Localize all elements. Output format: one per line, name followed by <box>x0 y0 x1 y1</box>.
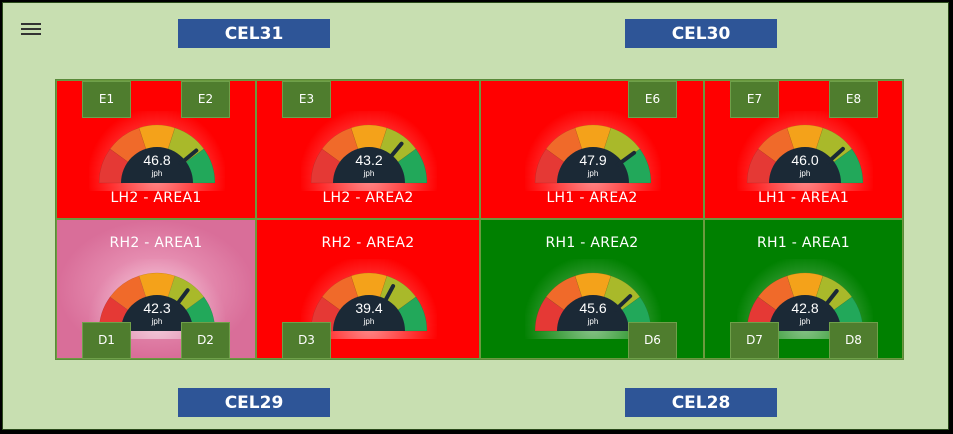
gauge-dial <box>768 147 841 183</box>
area-label: LH2 - AREA1 <box>110 190 202 206</box>
station-chip-e3[interactable]: E3 <box>282 81 331 118</box>
gauge-value: 46.8 <box>143 152 170 168</box>
gauge-needle <box>381 284 396 306</box>
speed-gauge: 46.8 jph <box>89 111 225 191</box>
gauge-value: 46.0 <box>791 152 818 168</box>
gauge-unit: jph <box>151 169 163 178</box>
area-cell[interactable]: LH2 - AREA2 43.2 jph E3 <box>256 80 480 219</box>
gauge-value: 42.8 <box>791 300 818 316</box>
gauge-unit: jph <box>798 169 810 178</box>
gauge-unit: jph <box>587 317 599 326</box>
gauge-needle <box>613 294 633 312</box>
area-label: LH1 - AREA2 <box>546 190 638 206</box>
cel-button-top-left[interactable]: CEL31 <box>178 19 330 48</box>
station-chip-d8[interactable]: D8 <box>829 322 878 359</box>
area-cell[interactable]: LH1 - AREA2 47.9 jph E6 <box>480 80 704 219</box>
station-chip-d1[interactable]: D1 <box>82 322 131 359</box>
gauge-dial <box>768 295 841 331</box>
gauge-needle <box>178 148 199 166</box>
station-chip-d3[interactable]: D3 <box>282 322 331 359</box>
area-cell[interactable]: LH2 - AREA1 46.8 jph E1 E2 <box>56 80 256 219</box>
area-cell[interactable]: RH1 - AREA2 45.6 jph D6 <box>480 219 704 359</box>
area-label: RH2 - AREA2 <box>321 235 415 251</box>
area-grid: LH2 - AREA1 46.8 jph E1 E2 LH2 - AREA2 43.2 jph… <box>55 79 904 360</box>
station-chip-e6[interactable]: E6 <box>628 81 677 118</box>
gauge-value: 47.9 <box>579 152 606 168</box>
speed-gauge: 43.2 jph <box>301 111 437 191</box>
area-label: RH1 - AREA2 <box>545 235 639 251</box>
dashboard-frame: CEL31 CEL30 CEL29 CEL28 LH2 - AREA1 46.8 j… <box>2 2 949 430</box>
station-chip-d2[interactable]: D2 <box>181 322 230 359</box>
speed-gauge: 47.9 jph <box>525 111 661 191</box>
gauge-value: 45.6 <box>579 300 606 316</box>
gauge-value: 43.2 <box>355 152 382 168</box>
cel-button-bottom-right[interactable]: CEL28 <box>625 388 777 417</box>
speed-gauge: 39.4 jph <box>301 259 437 339</box>
gauge-unit: jph <box>363 317 375 326</box>
gauge-unit: jph <box>363 169 375 178</box>
area-cell[interactable]: LH1 - AREA1 46.0 jph E7 E8 <box>704 80 903 219</box>
gauge-value: 39.4 <box>355 300 382 316</box>
gauge-needle <box>825 146 845 165</box>
area-label: LH1 - AREA1 <box>757 190 850 206</box>
gauge-unit: jph <box>798 317 810 326</box>
speed-gauge: 46.0 jph <box>736 111 873 191</box>
gauge-value: 42.3 <box>143 300 170 316</box>
area-label: LH2 - AREA2 <box>322 190 414 206</box>
station-chip-e2[interactable]: E2 <box>181 81 230 118</box>
cel-button-bottom-left[interactable]: CEL29 <box>178 388 330 417</box>
gauge-dial <box>557 147 629 183</box>
area-cell[interactable]: RH2 - AREA1 42.3 jph D1 D2 <box>56 219 256 359</box>
station-chip-e1[interactable]: E1 <box>82 81 131 118</box>
hamburger-menu-icon[interactable] <box>21 23 41 37</box>
gauge-needle <box>173 288 190 309</box>
cel-button-top-right[interactable]: CEL30 <box>625 19 777 48</box>
station-chip-d7[interactable]: D7 <box>730 322 779 359</box>
gauge-needle <box>821 289 839 309</box>
gauge-needle <box>615 150 637 167</box>
gauge-needle <box>386 141 404 162</box>
gauge-dial <box>121 147 193 183</box>
area-cell[interactable]: RH1 - AREA1 42.8 jph D7 D8 <box>704 219 903 359</box>
station-chip-d6[interactable]: D6 <box>628 322 677 359</box>
gauge-dial <box>333 147 405 183</box>
gauge-unit: jph <box>587 169 599 178</box>
station-chip-e7[interactable]: E7 <box>730 81 779 118</box>
gauge-dial <box>333 295 405 331</box>
speed-gauge: 45.6 jph <box>525 259 661 339</box>
area-cell[interactable]: RH2 - AREA2 39.4 jph D3 <box>256 219 480 359</box>
gauge-unit: jph <box>151 317 163 326</box>
area-label: RH2 - AREA1 <box>109 235 203 251</box>
area-label: RH1 - AREA1 <box>756 235 851 251</box>
gauge-dial <box>557 295 629 331</box>
station-chip-e8[interactable]: E8 <box>829 81 878 118</box>
